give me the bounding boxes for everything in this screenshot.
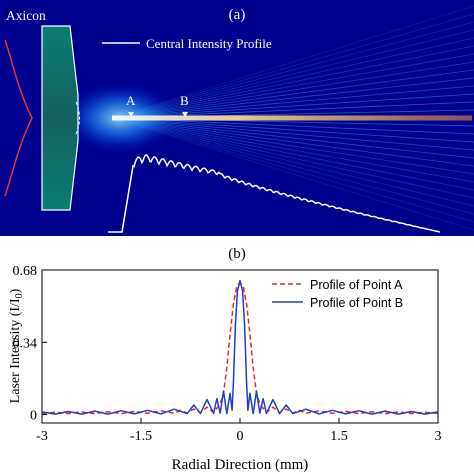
cone-line-upper bbox=[111, 93, 474, 119]
cone-line-lower bbox=[111, 117, 474, 167]
panel-b: (b) -3 -1.5 0 1.5 3 0 0.34 0.68 Radial Directi… bbox=[8, 246, 442, 473]
x-tick-label: 1.5 bbox=[330, 429, 348, 444]
cone-line-lower bbox=[111, 117, 474, 231]
y-tick-label: 0.34 bbox=[13, 336, 38, 351]
y-axis-label-tail: ) bbox=[8, 288, 23, 293]
x-tick-label: -1.5 bbox=[130, 429, 152, 444]
cone-line-upper bbox=[111, 77, 474, 119]
legend-b: Profile of Point A Profile of Point B bbox=[272, 278, 403, 310]
cone-line-lower bbox=[111, 117, 474, 199]
beam-core bbox=[112, 115, 472, 121]
point-a-marker bbox=[128, 112, 134, 117]
cone-line-upper bbox=[111, 45, 474, 119]
point-b-marker bbox=[182, 112, 188, 117]
cone-line-upper bbox=[111, 101, 474, 119]
cone-line-upper bbox=[111, 61, 474, 119]
cone-line-upper bbox=[111, 5, 474, 119]
cone-line-upper bbox=[111, 13, 474, 119]
x-axis-label: Radial Direction (mm) bbox=[172, 457, 309, 473]
point-a-label: A bbox=[126, 93, 136, 108]
series-layer bbox=[41, 279, 439, 415]
series-profile-point-b bbox=[41, 279, 439, 415]
beam-cone bbox=[111, 5, 474, 231]
cone-line-lower bbox=[111, 117, 474, 191]
legend-a-label: Central Intensity Profile bbox=[146, 36, 272, 51]
legend-b-entry-b-label: Profile of Point B bbox=[310, 296, 403, 310]
cone-line-lower bbox=[111, 117, 474, 215]
cone-line-lower bbox=[111, 117, 474, 135]
plot-frame bbox=[41, 269, 439, 424]
panel-b-label: (b) bbox=[228, 246, 246, 262]
y-tick-label: 0 bbox=[30, 409, 37, 424]
cone-line-lower bbox=[111, 117, 474, 207]
legend-b-entry-a-label: Profile of Point A bbox=[310, 278, 403, 292]
x-tick-label: 0 bbox=[237, 429, 244, 444]
cone-line-lower bbox=[111, 117, 474, 143]
x-axis-ticks: -3 -1.5 0 1.5 3 bbox=[36, 418, 442, 444]
panel-a-label: (a) bbox=[229, 7, 246, 23]
panel-a: Axicon (a) Central Intensity Profile A B bbox=[0, 0, 474, 236]
cone-line-lower bbox=[111, 117, 474, 175]
cone-line-upper bbox=[111, 21, 474, 119]
cone-line-upper bbox=[111, 69, 474, 119]
cone-line-upper bbox=[111, 53, 474, 119]
central-intensity-profile-curve bbox=[108, 154, 441, 233]
axicon-element bbox=[41, 25, 79, 211]
cone-line-lower bbox=[111, 117, 474, 159]
cone-line-lower bbox=[111, 117, 474, 151]
cone-line-upper bbox=[111, 37, 474, 119]
cone-line-lower bbox=[111, 117, 474, 183]
incident-gaussian-profile bbox=[4, 39, 33, 197]
cone-line-lower bbox=[111, 117, 474, 223]
y-tick-label: 0.68 bbox=[13, 264, 38, 279]
y-axis-label-main: Laser Intensity (I/I bbox=[8, 298, 23, 403]
cone-line-upper bbox=[111, 29, 474, 119]
y-axis-ticks: 0 0.34 0.68 bbox=[13, 264, 47, 424]
x-tick-label: 3 bbox=[435, 429, 442, 444]
y-axis-label: Laser Intensity (I/I0) bbox=[8, 288, 25, 403]
y-axis-label-subscript: 0 bbox=[14, 293, 25, 298]
point-b-label: B bbox=[180, 93, 189, 108]
refracted-wave-arc bbox=[75, 101, 80, 135]
cone-line-upper bbox=[111, 85, 474, 119]
x-tick-label: -3 bbox=[36, 429, 48, 444]
axicon-label: Axicon bbox=[6, 8, 46, 23]
